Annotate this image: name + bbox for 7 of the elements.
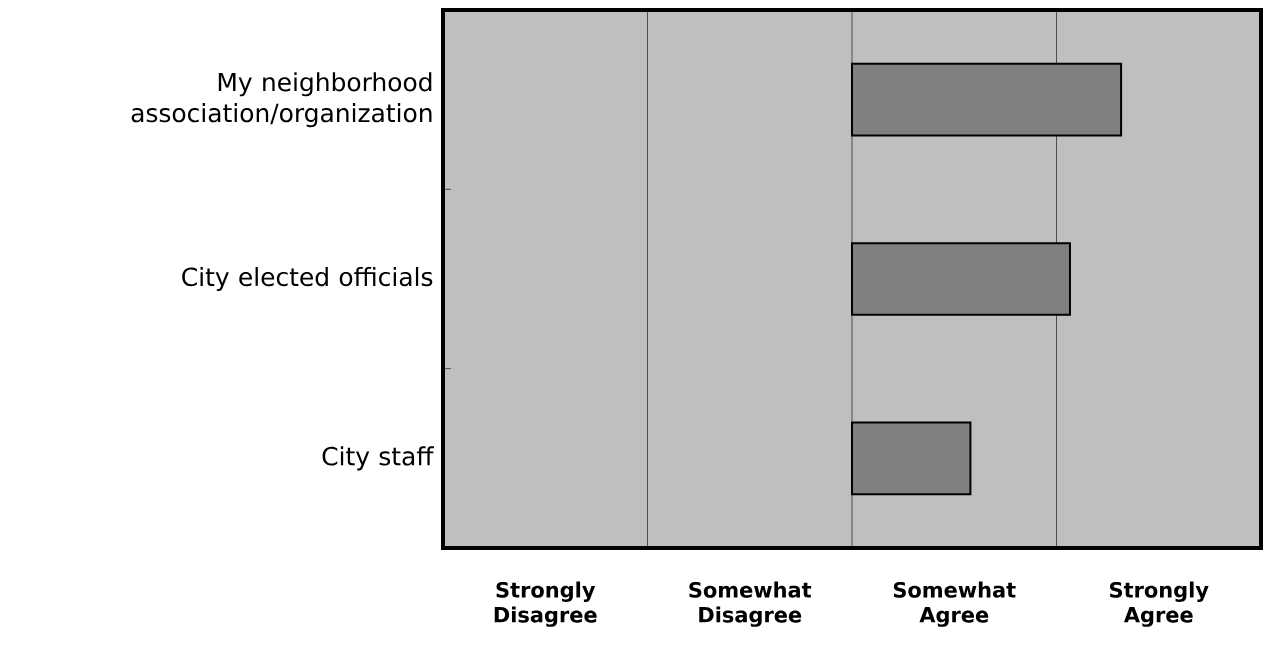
text: Somewhat Agree [893,581,1016,627]
text: Somewhat Disagree [689,581,812,627]
y-tick-label: City elected officials [182,266,433,292]
text: Strongly Agree [1110,581,1209,627]
y-tick-label: My neighborhood association/organization [131,72,432,128]
text: Strongly Disagree [494,581,597,627]
y-tick-label: City staff [322,446,434,471]
